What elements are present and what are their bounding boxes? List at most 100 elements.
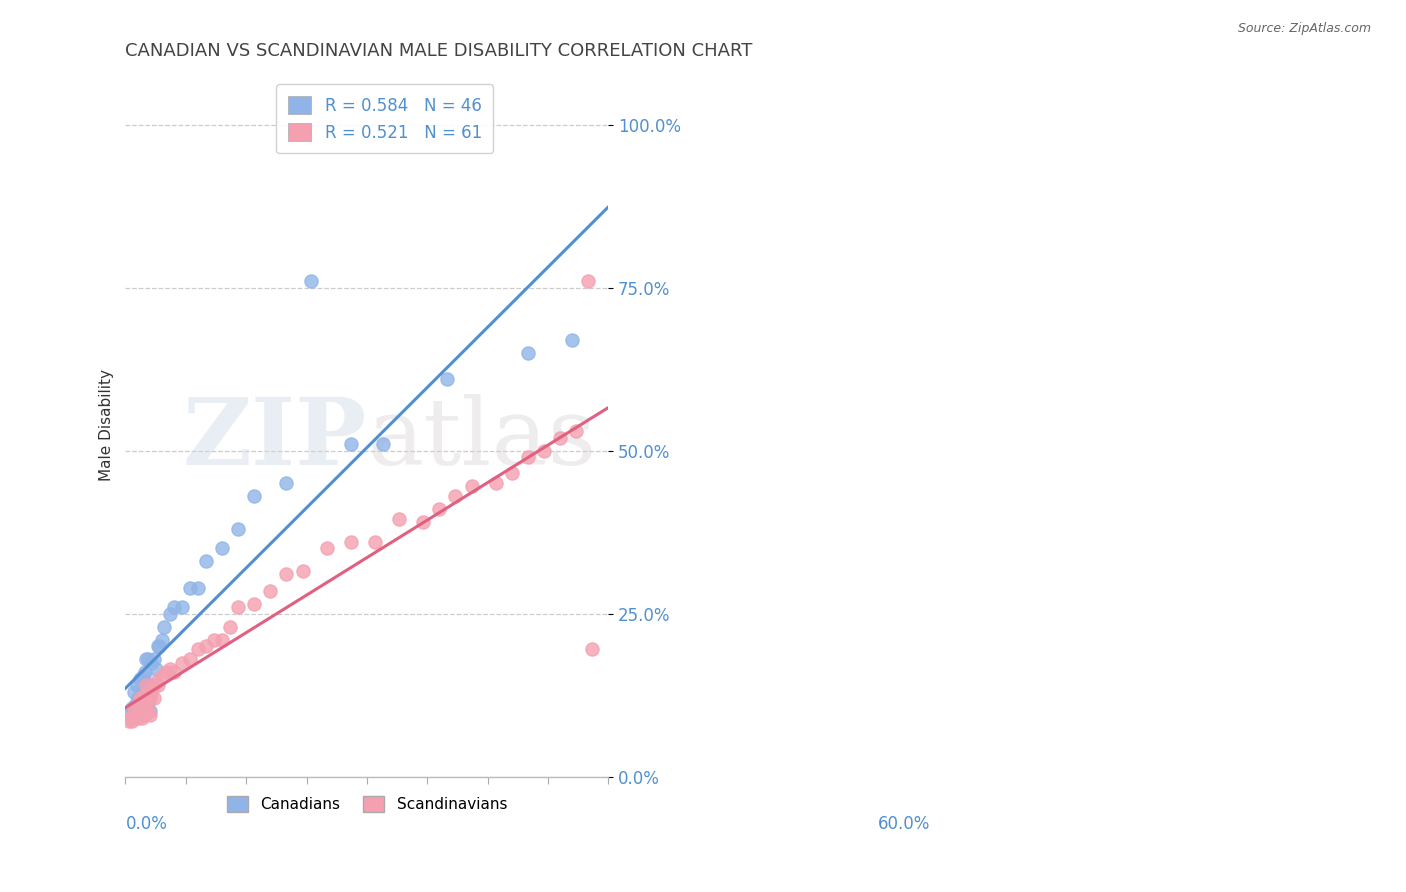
Point	[135, 698, 157, 712]
Point	[132, 668, 155, 682]
Point	[129, 672, 152, 686]
Point	[243, 489, 266, 503]
Point	[134, 698, 156, 712]
Point	[202, 632, 225, 647]
Point	[159, 607, 181, 621]
Point	[122, 685, 145, 699]
Point	[124, 711, 146, 725]
Point	[122, 711, 145, 725]
Point	[129, 701, 152, 715]
Point	[226, 522, 249, 536]
Point	[135, 652, 157, 666]
Point	[146, 678, 169, 692]
Point	[129, 705, 152, 719]
Point	[576, 274, 599, 288]
Point	[142, 678, 165, 692]
Point	[179, 581, 201, 595]
Point	[118, 707, 141, 722]
Point	[134, 707, 156, 722]
Text: CANADIAN VS SCANDINAVIAN MALE DISABILITY CORRELATION CHART: CANADIAN VS SCANDINAVIAN MALE DISABILITY…	[125, 42, 752, 60]
Point	[460, 479, 482, 493]
Point	[259, 583, 281, 598]
Point	[412, 516, 434, 530]
Point	[135, 685, 157, 699]
Point	[427, 502, 450, 516]
Point	[136, 705, 159, 719]
Point	[170, 600, 193, 615]
Point	[315, 541, 337, 556]
Point	[125, 707, 148, 722]
Point	[138, 707, 160, 722]
Point	[187, 642, 209, 657]
Point	[291, 564, 314, 578]
Point	[371, 437, 394, 451]
Point	[211, 632, 233, 647]
Point	[194, 639, 217, 653]
Point	[136, 685, 159, 699]
Point	[146, 639, 169, 653]
Point	[163, 600, 186, 615]
Point	[145, 675, 167, 690]
Y-axis label: Male Disability: Male Disability	[100, 368, 114, 481]
Point	[131, 698, 153, 712]
Point	[138, 705, 160, 719]
Text: 0.0%: 0.0%	[125, 815, 167, 833]
Point	[436, 372, 458, 386]
Point	[131, 685, 153, 699]
Point	[150, 668, 173, 682]
Text: atlas: atlas	[367, 393, 596, 483]
Point	[129, 707, 152, 722]
Text: 60.0%: 60.0%	[877, 815, 931, 833]
Point	[132, 695, 155, 709]
Point	[121, 714, 143, 729]
Point	[120, 711, 142, 725]
Point	[581, 642, 603, 657]
Point	[219, 620, 242, 634]
Point	[276, 476, 298, 491]
Point	[131, 711, 153, 725]
Point	[136, 652, 159, 666]
Point	[141, 656, 163, 670]
Point	[155, 665, 177, 680]
Point	[179, 652, 201, 666]
Point	[148, 639, 170, 653]
Point	[153, 620, 176, 634]
Point	[125, 678, 148, 692]
Point	[134, 688, 156, 702]
Point	[143, 691, 166, 706]
Point	[124, 698, 146, 712]
Point	[226, 600, 249, 615]
Point	[187, 581, 209, 595]
Point	[388, 512, 411, 526]
Point	[516, 346, 538, 360]
Point	[136, 695, 159, 709]
Point	[163, 665, 186, 680]
Point	[548, 431, 571, 445]
Point	[561, 333, 583, 347]
Point	[138, 678, 160, 692]
Legend: Canadians, Scandinavians: Canadians, Scandinavians	[221, 789, 513, 818]
Point	[141, 685, 163, 699]
Point	[127, 691, 149, 706]
Point	[565, 424, 588, 438]
Point	[243, 597, 266, 611]
Point	[127, 698, 149, 712]
Point	[340, 535, 363, 549]
Point	[142, 678, 165, 692]
Point	[444, 489, 467, 503]
Point	[127, 711, 149, 725]
Point	[121, 701, 143, 715]
Point	[138, 691, 160, 706]
Point	[501, 467, 523, 481]
Point	[135, 691, 157, 706]
Point	[131, 705, 153, 719]
Point	[145, 662, 167, 676]
Point	[211, 541, 233, 556]
Point	[170, 656, 193, 670]
Point	[132, 691, 155, 706]
Point	[118, 714, 141, 729]
Point	[276, 567, 298, 582]
Point	[364, 535, 387, 549]
Text: ZIP: ZIP	[183, 393, 367, 483]
Point	[132, 705, 155, 719]
